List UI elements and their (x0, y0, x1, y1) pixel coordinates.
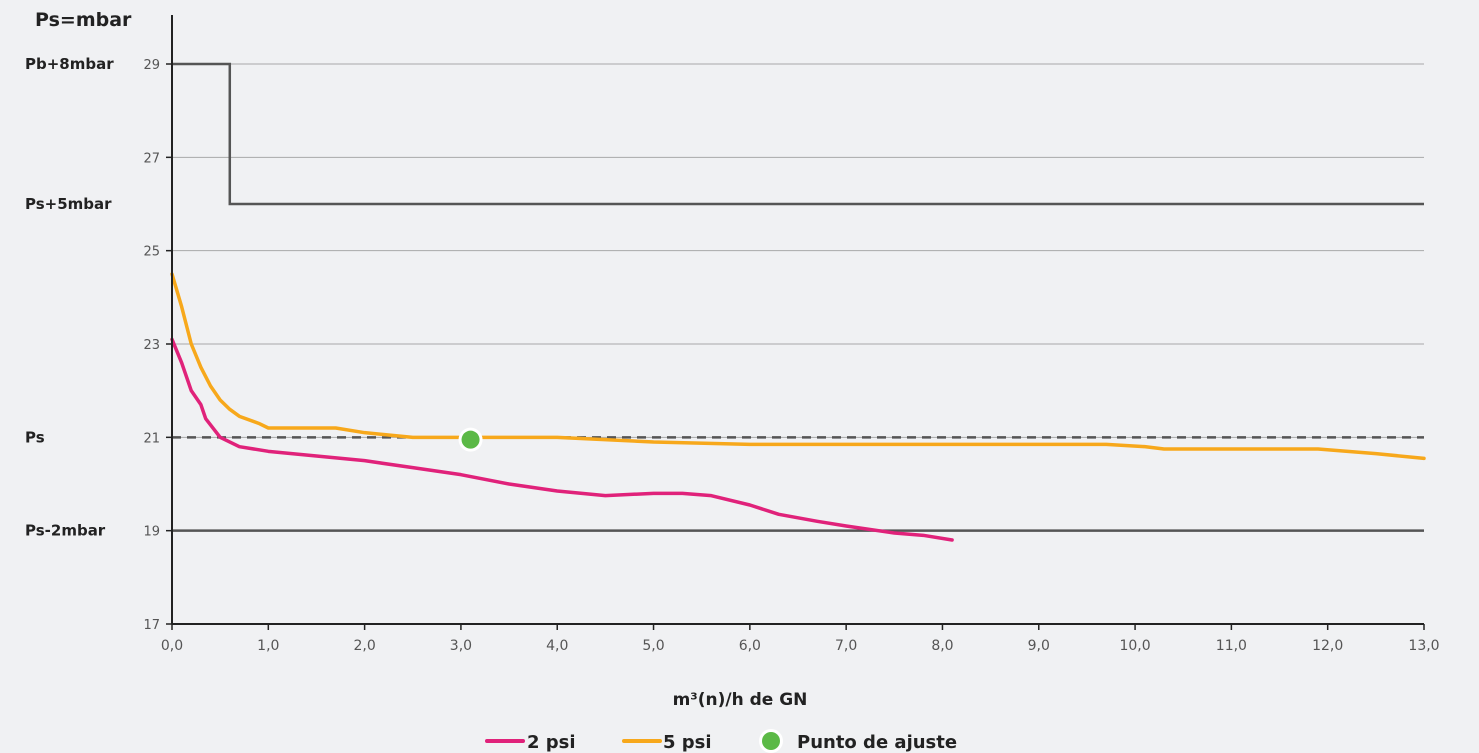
legend-label-2-psi: 2 psi (527, 732, 576, 753)
y-tick-label: 23 (143, 338, 160, 353)
x-tick-label: 3,0 (450, 638, 472, 654)
series-line-5-psi (170, 272, 1426, 461)
x-tick-label: 9,0 (1028, 638, 1050, 654)
y-tick-label: 21 (143, 431, 160, 446)
y-tick-label: 29 (143, 58, 160, 73)
reference-label: Ps+5mbar (25, 195, 112, 213)
x-tick-label: 8,0 (931, 638, 953, 654)
reference-labels: Pb+8mbar Ps+5mbar Ps Ps-2mbar (25, 55, 114, 540)
y-axis-title: Ps=mbar (35, 9, 132, 31)
x-tick-label: 0,0 (161, 638, 183, 654)
upper-limit-line (172, 62, 1424, 206)
reference-lines (172, 62, 1424, 532)
x-tick-label: 1,0 (257, 638, 279, 654)
legend-label-set-point: Punto de ajuste (797, 732, 957, 753)
y-tick-label: 19 (143, 525, 160, 540)
series-lines (170, 272, 1426, 542)
reference-label: Pb+8mbar (25, 55, 114, 73)
y-tick-label: 17 (143, 618, 160, 633)
x-axis-title: m³(n)/h de GN (673, 690, 808, 710)
x-tick-label: 7,0 (835, 638, 857, 654)
x-tick-label: 5,0 (642, 638, 664, 654)
y-tick-label: 27 (143, 151, 160, 166)
set-point-dot (461, 430, 480, 449)
legend: 2 psi 5 psi Punto de ajuste (485, 729, 957, 753)
series-line-2-psi (170, 337, 954, 542)
reference-label: Ps (25, 428, 45, 446)
x-tick-label: 11,0 (1216, 638, 1247, 654)
legend-label-5-psi: 5 psi (663, 732, 712, 753)
legend-set-point-dot (762, 732, 780, 750)
reference-label: Ps-2mbar (25, 522, 106, 540)
x-tick-label: 6,0 (739, 638, 761, 654)
set-point-marker (458, 427, 483, 452)
y-ticks: 17 19 21 23 25 27 29 (143, 58, 172, 633)
x-tick-label: 2,0 (353, 638, 375, 654)
x-tick-label: 10,0 (1119, 638, 1150, 654)
y-tick-label: 25 (143, 245, 160, 260)
x-ticks: 0,0 1,0 2,0 3,0 4,0 5,0 6,0 7,0 8,0 9,0 10,0 11,0 12… (161, 624, 1440, 654)
x-tick-label: 12,0 (1312, 638, 1343, 654)
x-tick-label: 4,0 (546, 638, 568, 654)
x-tick-label: 13,0 (1408, 638, 1439, 654)
